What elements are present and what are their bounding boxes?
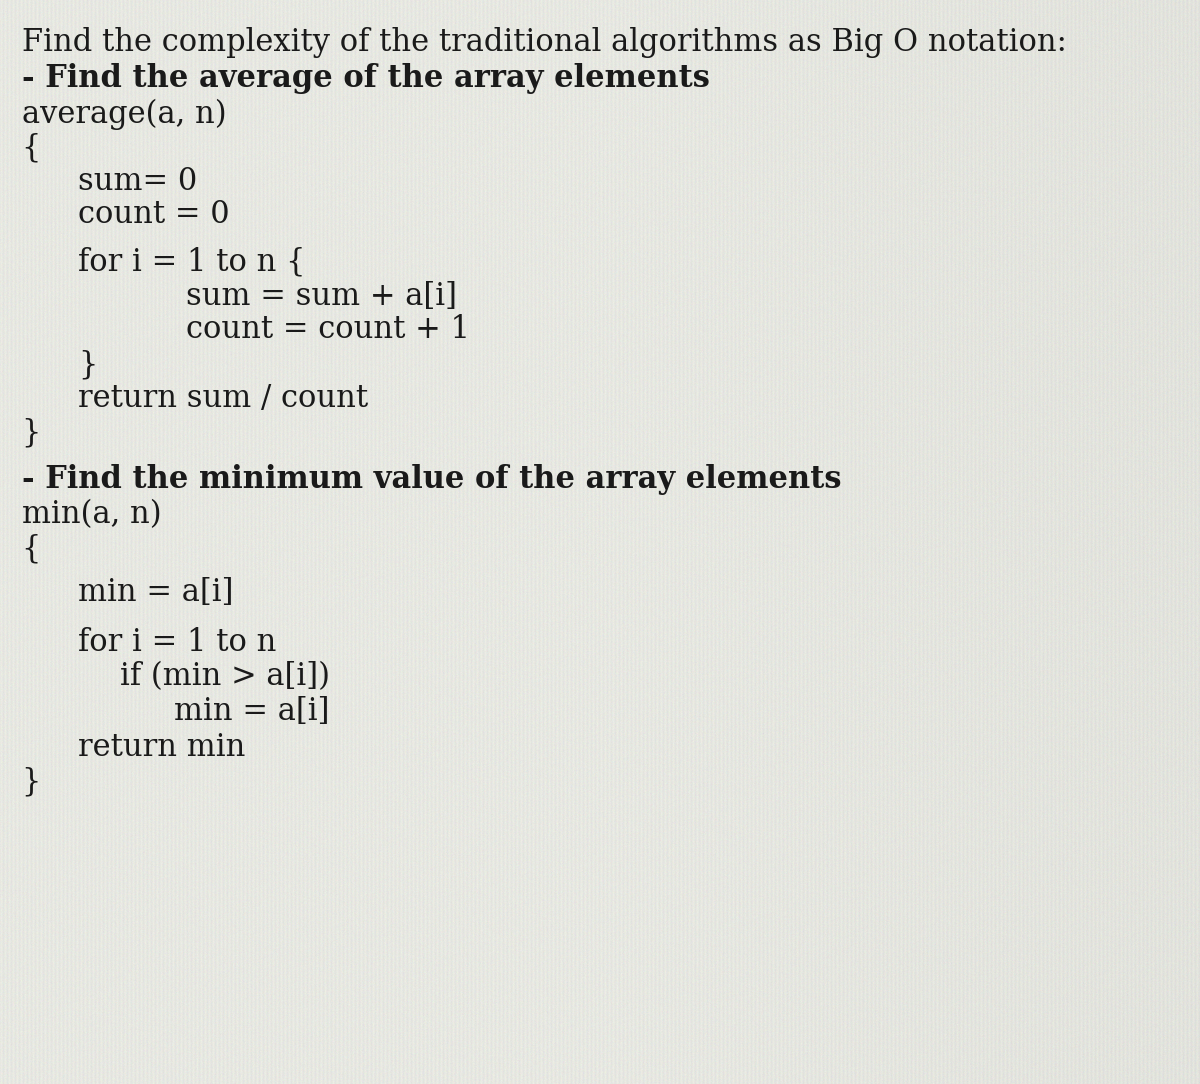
Text: count = 0: count = 0 [78,199,229,231]
Text: return min: return min [78,732,245,763]
Text: return sum / count: return sum / count [78,383,368,414]
Text: }: } [22,417,41,449]
Text: sum = sum + a[i]: sum = sum + a[i] [186,281,457,312]
Text: min = a[i]: min = a[i] [174,696,330,727]
Text: }: } [22,766,41,798]
Text: count = count + 1: count = count + 1 [186,314,470,346]
Text: if (min > a[i]): if (min > a[i]) [120,661,330,693]
Text: for i = 1 to n: for i = 1 to n [78,627,276,658]
Text: average(a, n): average(a, n) [22,99,227,130]
Text: {: { [22,132,41,164]
Text: - Find the average of the array elements: - Find the average of the array elements [22,63,709,94]
Text: Find the complexity of the traditional algorithms as Big O notation:: Find the complexity of the traditional a… [22,27,1067,59]
Text: min(a, n): min(a, n) [22,499,161,530]
Text: sum= 0: sum= 0 [78,166,197,197]
Text: min = a[i]: min = a[i] [78,577,234,608]
Text: }: } [78,349,97,380]
Text: for i = 1 to n {: for i = 1 to n { [78,246,306,278]
Text: - Find the minimum value of the array elements: - Find the minimum value of the array el… [22,464,841,495]
Text: {: { [22,533,41,565]
